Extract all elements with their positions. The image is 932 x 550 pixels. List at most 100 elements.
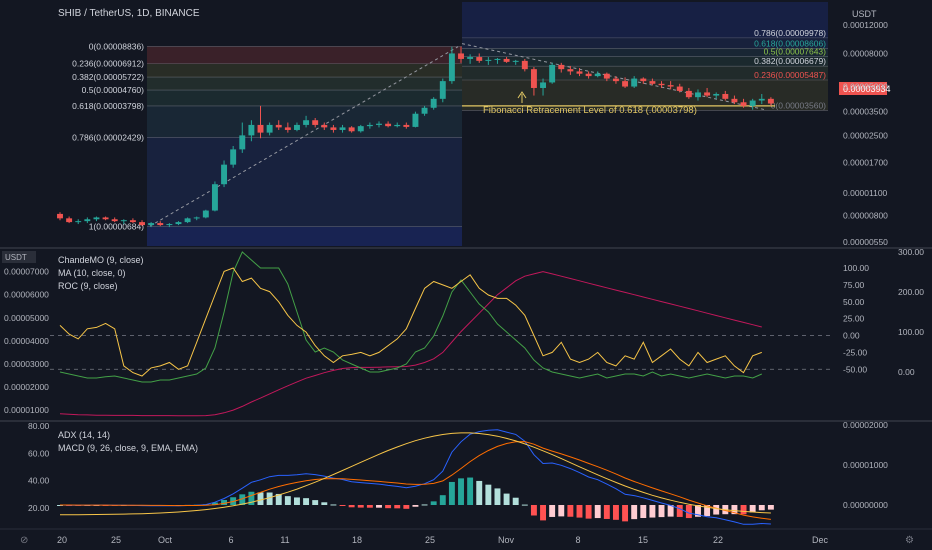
macd-histogram-bar [257,492,264,505]
fib-annotation: Fibonacci Retracement Level of 0.618 (.0… [483,105,697,116]
fib-right-zone [462,48,828,57]
macd-histogram-bar [458,478,464,505]
macd-histogram-bar [576,505,583,518]
macd-histogram-bar [749,505,756,513]
candle-body [558,64,565,70]
time-tick: 6 [228,535,233,545]
time-tick: 20 [57,535,67,545]
fib-right-label: 0.786(0.00009978) [754,28,826,38]
chande-series-line [59,267,762,377]
candle-body [257,124,264,133]
pane2-far-right-tick: 0.00 [898,367,915,377]
macd-histogram-bar [704,505,711,517]
candle-body [84,219,91,222]
macd-histogram-bar [275,493,282,505]
fib-left-zone [147,226,462,246]
roc-series-line [59,251,763,383]
macd-histogram-bar [540,505,546,521]
timezone-icon[interactable]: ⊘ [20,535,28,546]
candle-body [640,78,647,82]
fib-left-zone [147,46,462,64]
fib-left-zone [147,137,462,227]
time-tick: Oct [158,535,173,545]
price-tick: 0.00012000 [843,20,888,30]
candle-body [248,124,255,136]
fib-right-zone [462,2,828,38]
fib-right-label: 0.618(0.00008606) [754,38,826,48]
candle-body [330,127,337,130]
macd-histogram-bar [676,505,683,517]
pane2-far-right-tick: 300.00 [898,247,924,257]
candle-body [667,85,674,87]
candle-body [139,222,145,226]
price-tick: 0.00002500 [843,130,888,140]
candle-body [430,98,437,108]
macd-histogram-bar [549,505,556,517]
candle-body [631,78,638,87]
macd-histogram-bar [503,493,510,505]
candle-body [157,223,164,226]
candle-body [585,73,592,77]
fib-right-label: 0(0.00003560) [771,100,826,110]
macd-histogram-bar [494,488,501,505]
pane2-right-tick: 100.00 [843,263,869,273]
candle-body [731,98,738,103]
candle-body [612,78,619,82]
fib-left-label: 0.786(0.00002429) [72,132,144,142]
macd-histogram-bar [403,505,410,509]
macd-histogram-bar [512,497,519,505]
candle-body [421,107,428,114]
price-tick: 0.00008000 [843,48,888,58]
time-tick: Dec [812,535,829,545]
macd-histogram-bar [211,502,218,505]
pane2-right-tick: 50.00 [843,297,865,307]
fib-trend-line [461,43,766,111]
fib-left-zone [147,63,462,78]
macd-histogram-bar [430,501,437,505]
pane2-left-tick: 0.00007000 [4,267,49,277]
price-axis-unit: USDT [852,9,877,19]
candle-body [485,59,492,61]
macd-histogram-bar [485,484,492,505]
time-tick: Nov [498,535,515,545]
candle-body [385,123,392,127]
macd-histogram-bar [330,504,337,506]
pane3-right-tick: 0.00001000 [843,460,888,470]
pane2-left-tick: 0.00002000 [4,382,49,392]
fib-right-label: 0.5(0.00007643) [764,47,827,57]
pane2-legend-roc: ROC (9, close) [58,281,118,291]
last-price-label: 0.00003934 [843,84,891,94]
pane3-left-tick: 20.00 [28,503,50,513]
pane3-right-tick: 0.00002000 [843,420,888,430]
pane2-left-tick: 0.00003000 [4,359,49,369]
macd-histogram-bar [695,505,701,517]
fib-right-zone [462,56,828,67]
candle-body [767,98,774,104]
candle-body [649,81,656,84]
time-tick: 8 [575,535,580,545]
settings-icon[interactable]: ⚙ [905,535,914,546]
candle-body [275,124,282,128]
candle-body [439,81,446,99]
macd-histogram-bar [339,505,346,506]
pane2-far-right-tick: 100.00 [898,327,924,337]
candle-body [175,222,182,225]
candle-body [503,58,510,62]
pane2-left-tick: 0.00005000 [4,313,49,323]
macd-histogram-bar [348,505,355,508]
macd-histogram-bar [731,505,738,515]
candle-body [695,92,701,98]
price-tick: 0.00003500 [843,107,888,117]
candle-body [166,224,173,226]
candle-body [722,93,729,99]
macd-histogram-bar [649,505,656,518]
macd-histogram-bar [412,505,419,507]
price-tick: 0.00000800 [843,211,888,221]
macd-histogram-bar [294,497,300,505]
candle-body [476,57,483,61]
time-tick: 11 [280,535,289,545]
macd-histogram-bar [585,505,592,519]
macd-histogram-bar [421,504,428,506]
